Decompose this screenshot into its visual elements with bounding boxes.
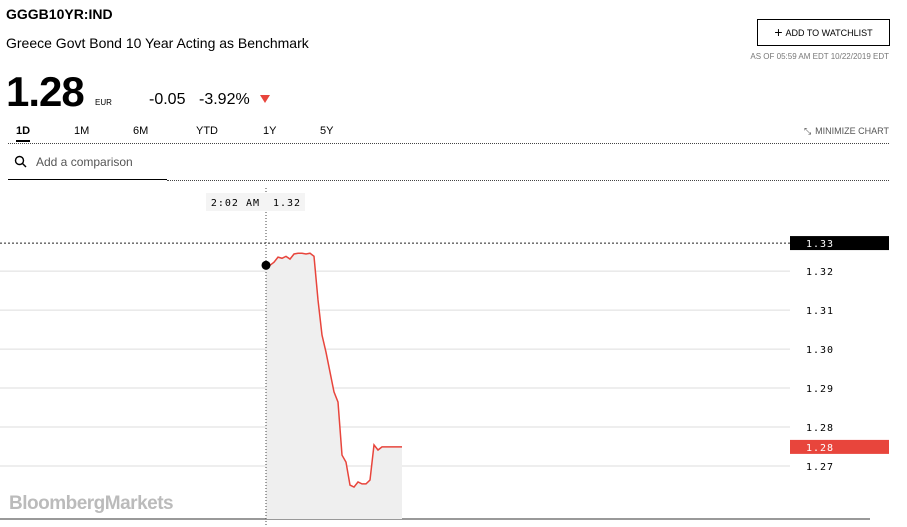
y-tick-label: 1.29 — [806, 384, 834, 395]
minimize-chart[interactable]: ⤡ MINIMIZE CHART — [804, 126, 889, 137]
price-line — [266, 252, 402, 488]
y-tick-label: 1.28 — [806, 423, 834, 434]
crosshair-level-box — [790, 236, 889, 251]
watchlist-label: ADD TO WATCHLIST — [785, 28, 873, 38]
y-tick-label: 1.27 — [806, 462, 834, 473]
search-divider — [167, 180, 889, 181]
as-of: AS OF 05:59 AM EDT 10/22/2019 EDT — [750, 52, 889, 61]
range-tab[interactable]: YTD — [196, 125, 218, 137]
range-tab[interactable]: 1Y — [263, 125, 277, 137]
range-tab[interactable]: 1D — [16, 125, 31, 142]
tooltip-value: 1.32 — [273, 198, 301, 209]
range-tab[interactable]: 5Y — [320, 125, 334, 137]
change-percent: -3.92% — [199, 91, 250, 108]
last-value-box — [790, 439, 889, 454]
tooltip-box — [206, 193, 305, 211]
y-tick-label: 1.30 — [806, 345, 834, 356]
comparison-input[interactable]: Add a comparison — [36, 155, 133, 169]
currency: EUR — [95, 98, 112, 107]
range-tab[interactable]: 1M — [74, 125, 90, 137]
crosshair-level-label: 1.33 — [806, 239, 834, 250]
plus-icon: + — [774, 24, 783, 40]
price: 1.28 — [6, 68, 85, 115]
ticker: GGGB10YR:IND — [6, 6, 113, 22]
y-tick-label: 1.32 — [806, 267, 834, 278]
crosshair-dot — [261, 260, 271, 270]
y-tick-label: 1.31 — [806, 306, 834, 317]
search-icon — [14, 155, 27, 168]
logo: BloombergMarkets — [9, 493, 174, 514]
last-value-label: 1.28 — [806, 443, 834, 454]
security-name: Greece Govt Bond 10 Year Acting as Bench… — [6, 35, 309, 51]
tooltip-time: 2:02 AM — [211, 198, 260, 209]
tab-divider — [8, 143, 889, 144]
minimize-icon: ⤡ — [803, 126, 812, 136]
watchlist-button[interactable]: + ADD TO WATCHLIST — [757, 19, 890, 46]
search-underline — [8, 179, 167, 180]
line-area — [266, 253, 402, 519]
range-tab[interactable]: 6M — [133, 125, 149, 137]
change: -0.05 — [149, 91, 186, 108]
minimize-label: MINIMIZE CHART — [815, 126, 889, 136]
down-arrow — [260, 95, 270, 103]
